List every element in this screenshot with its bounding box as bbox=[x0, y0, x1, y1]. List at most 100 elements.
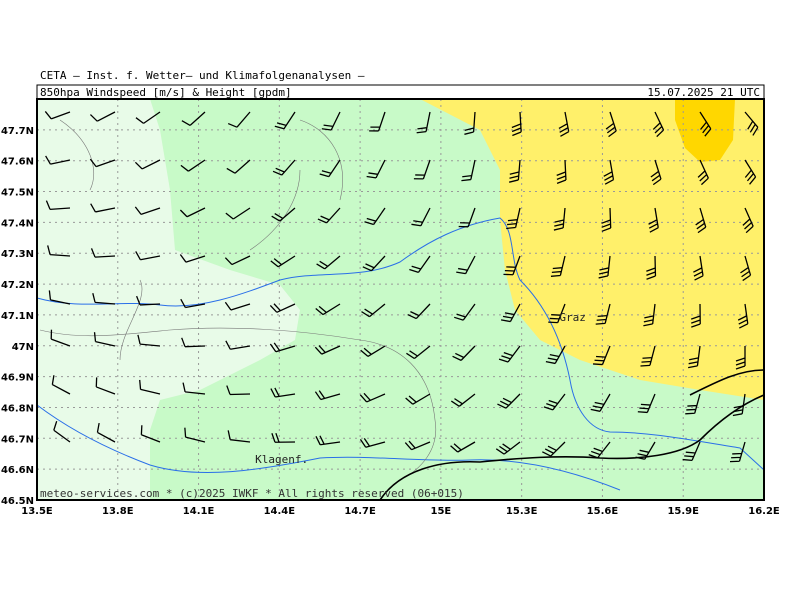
wind-barb bbox=[406, 345, 431, 360]
wind-barb bbox=[498, 345, 521, 363]
wind-barb bbox=[139, 379, 161, 395]
lon-tick-label: 16.2E bbox=[748, 506, 780, 517]
wind-barb bbox=[44, 111, 71, 120]
lat-tick-label: 47.6N bbox=[1, 157, 34, 168]
wind-barb bbox=[588, 441, 611, 459]
wind-barb bbox=[362, 255, 386, 272]
wind-barb bbox=[456, 255, 476, 275]
wind-barb bbox=[272, 159, 296, 176]
wind-barb bbox=[454, 303, 476, 321]
wind-barb bbox=[319, 159, 341, 178]
wind-barb bbox=[464, 111, 476, 135]
lat-tick-label: 47.4N bbox=[1, 218, 34, 229]
wind-barb bbox=[744, 159, 757, 185]
wind-barb bbox=[405, 393, 431, 405]
wind-barb bbox=[179, 254, 206, 263]
wind-barb bbox=[45, 200, 71, 211]
lon-tick-label: 15.9E bbox=[667, 506, 699, 517]
wind-barb bbox=[361, 303, 386, 318]
place-label: Graz bbox=[559, 311, 586, 324]
lat-tick-label: 47.2N bbox=[1, 280, 34, 291]
lon-tick-label: 13.5E bbox=[21, 506, 53, 517]
wind-barb bbox=[135, 111, 161, 124]
wind-barb bbox=[180, 298, 206, 309]
wind-barb bbox=[635, 441, 656, 460]
wind-barb bbox=[407, 303, 431, 320]
wind-barb bbox=[598, 255, 611, 279]
wind-barb bbox=[316, 255, 341, 270]
lat-tick-label: 47.5N bbox=[1, 188, 34, 199]
wind-barb bbox=[729, 441, 746, 463]
lon-tick-label: 14.7E bbox=[344, 506, 376, 517]
lat-tick-label: 46.7N bbox=[1, 434, 34, 445]
map-area bbox=[36, 98, 765, 501]
wind-barb bbox=[269, 342, 296, 353]
wind-barb bbox=[90, 203, 116, 213]
wind-barb bbox=[735, 346, 746, 370]
wind-barb bbox=[47, 245, 71, 257]
wind-barb bbox=[364, 207, 386, 226]
wind-barb bbox=[652, 111, 665, 138]
wind-barb bbox=[227, 430, 251, 443]
wind-barb bbox=[601, 207, 612, 232]
wind-barb bbox=[315, 435, 341, 446]
wind-barb bbox=[359, 392, 386, 403]
wind-barb bbox=[93, 332, 116, 347]
wind-barb bbox=[89, 111, 116, 122]
wind-barb bbox=[648, 207, 659, 233]
wind-barb bbox=[51, 375, 71, 395]
wind-barb bbox=[360, 345, 386, 357]
wind-barb bbox=[369, 111, 386, 132]
wind-barb bbox=[603, 159, 615, 185]
wind-barb bbox=[89, 158, 116, 168]
wind-barb bbox=[359, 437, 386, 448]
wind-barb bbox=[92, 293, 116, 305]
lon-tick-label: 14.1E bbox=[183, 506, 215, 517]
lat-tick-label: 47.1N bbox=[1, 311, 34, 322]
wind-barb bbox=[182, 382, 206, 395]
river bbox=[36, 404, 621, 491]
wind-barb bbox=[413, 159, 431, 180]
wind-barb bbox=[134, 206, 161, 216]
wind-barb bbox=[550, 255, 566, 277]
institute-line: CETA – Inst. f. Wetter– und Klimafolgena… bbox=[40, 69, 365, 82]
wind-barb bbox=[450, 393, 476, 407]
wind-barb bbox=[53, 421, 71, 443]
wind-barb bbox=[224, 255, 251, 266]
place-label: Klagenf. bbox=[255, 453, 308, 466]
wind-barb bbox=[548, 303, 566, 324]
lon-tick-label: 15E bbox=[431, 506, 452, 517]
lat-tick-label: 47.7N bbox=[1, 126, 34, 137]
wind-barb bbox=[184, 427, 206, 443]
lat-tick-label: 47N bbox=[12, 342, 34, 353]
wind-barb bbox=[695, 207, 707, 234]
wind-barb bbox=[45, 155, 71, 165]
wind-barb bbox=[458, 207, 476, 228]
wind-barb bbox=[605, 111, 617, 138]
wind-barb bbox=[497, 393, 521, 409]
district-border bbox=[39, 119, 437, 481]
wind-barb bbox=[737, 303, 749, 329]
wind-barb bbox=[461, 159, 476, 182]
wind-barb bbox=[270, 387, 296, 398]
map-frame bbox=[36, 98, 765, 501]
wind-barb bbox=[404, 440, 431, 451]
wind-barb bbox=[732, 393, 746, 417]
lat-tick-label: 47.3N bbox=[1, 249, 34, 260]
lon-tick-label: 15.6E bbox=[587, 506, 619, 517]
wind-barb bbox=[50, 329, 71, 347]
wind-barb bbox=[315, 303, 341, 316]
wind-barb bbox=[226, 159, 251, 174]
wind-barb bbox=[227, 111, 251, 128]
wind-barb bbox=[225, 207, 251, 220]
wind-barb bbox=[450, 441, 476, 453]
wind-barb bbox=[640, 345, 656, 367]
wind-barb bbox=[699, 111, 712, 137]
wind-barb bbox=[135, 251, 161, 261]
wind-barb bbox=[409, 255, 431, 273]
lon-tick-label: 15.3E bbox=[506, 506, 538, 517]
footer: meteo-services.com * (c)2025 IWKF * All … bbox=[40, 487, 464, 500]
field-region bbox=[37, 99, 300, 500]
